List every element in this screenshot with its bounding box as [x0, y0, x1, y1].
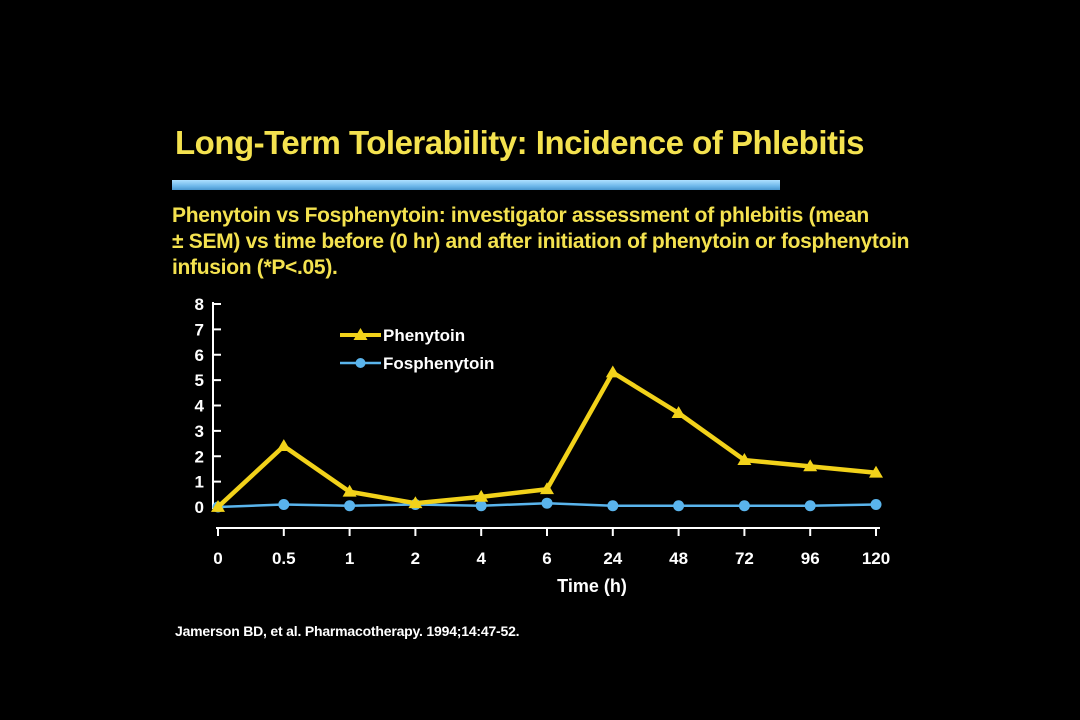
phenytoin-point — [803, 459, 818, 472]
x-axis-title: Time (h) — [557, 576, 627, 596]
phenytoin-point — [276, 439, 291, 451]
slide-subtitle: Phenytoin vs Fosphenytoin: investigator … — [172, 203, 932, 281]
x-tick-label: 2 — [411, 549, 420, 568]
legend-triangle-marker — [353, 328, 368, 340]
y-tick-label: 4 — [195, 397, 205, 416]
x-tick-label: 48 — [669, 549, 688, 568]
fosphenytoin-point — [278, 498, 290, 510]
y-tick-label: 1 — [195, 473, 204, 492]
phenytoin-point — [737, 453, 752, 465]
y-tick-label: 3 — [195, 422, 204, 441]
fosphenytoin-point — [541, 497, 553, 509]
phenytoin-point — [605, 365, 620, 378]
x-tick-label: 6 — [542, 549, 551, 568]
fosphenytoin-point — [738, 500, 750, 512]
legend-item-phenytoin: Phenytoin — [340, 326, 465, 345]
y-tick-label: 8 — [195, 295, 204, 314]
slide-title: Long-Term Tolerability: Incidence of Phl… — [175, 124, 865, 161]
fosphenytoin-point — [607, 500, 619, 512]
phenytoin-point — [408, 496, 423, 509]
fosphenytoin-point — [673, 500, 685, 512]
x-tick-label: 120 — [862, 549, 890, 568]
y-tick-label: 5 — [195, 371, 204, 390]
legend-item-fosphenytoin: Fosphenytoin — [340, 354, 494, 373]
fosphenytoin-point — [870, 498, 882, 510]
title-underline-bar — [172, 180, 780, 190]
legend-circle-marker — [355, 358, 366, 368]
x-tick-label: 0.5 — [272, 549, 296, 568]
x-tick-label: 4 — [476, 549, 486, 568]
chart-legend: Phenytoin Fosphenytoin — [340, 326, 494, 373]
y-tick-label: 7 — [195, 320, 204, 339]
phenytoin-point — [342, 484, 357, 497]
x-tick-label: 96 — [801, 549, 820, 568]
x-tick-label: 24 — [603, 549, 622, 568]
y-tick-label: 0 — [195, 498, 204, 517]
subtitle-line-2: ± SEM) vs time before (0 hr) and after i… — [172, 230, 910, 253]
phenytoin-point — [869, 465, 883, 478]
y-tick-label: 6 — [195, 346, 204, 365]
phenytoin-point — [671, 406, 686, 419]
fosphenytoin-point — [475, 500, 487, 512]
legend-label: Fosphenytoin — [383, 354, 494, 373]
phenytoin-point — [211, 500, 225, 512]
x-tick-label: 1 — [345, 549, 354, 568]
x-tick-label: 72 — [735, 549, 754, 568]
subtitle-line-3: infusion (*P<.05). — [172, 256, 338, 279]
citation: Jamerson BD, et al. Pharmacotherapy. 199… — [175, 623, 520, 639]
fosphenytoin-point — [344, 500, 356, 512]
chart-series — [211, 365, 883, 513]
subtitle-line-1: Phenytoin vs Fosphenytoin: investigator … — [172, 204, 869, 227]
y-tick-label: 2 — [195, 447, 204, 466]
x-tick-label: 0 — [213, 549, 222, 568]
series-fosphenytoin — [212, 497, 882, 513]
phenytoin-point — [474, 489, 489, 502]
legend-label: Phenytoin — [383, 326, 465, 345]
series-phenytoin — [211, 365, 883, 512]
fosphenytoin-point — [804, 500, 816, 512]
phenytoin-point — [540, 482, 554, 495]
